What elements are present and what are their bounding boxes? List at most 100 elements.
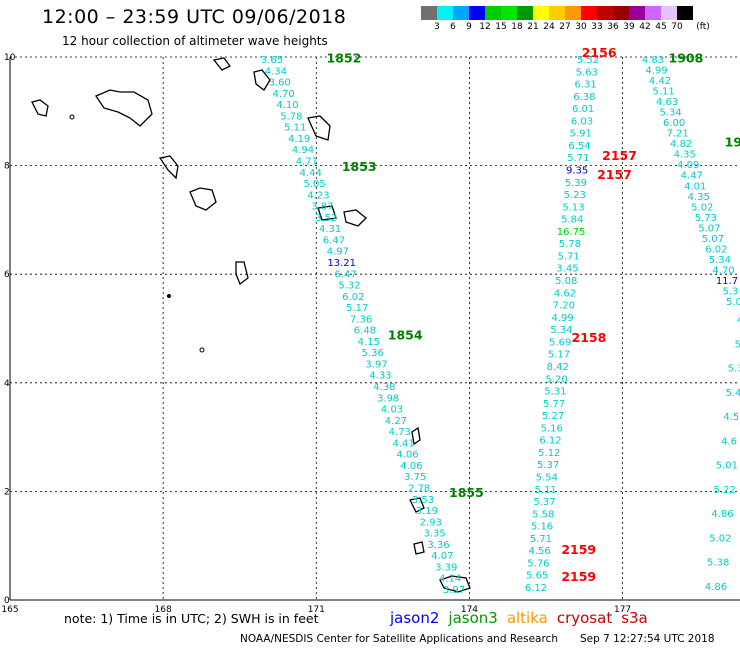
island-outline <box>343 209 367 227</box>
swh-value-track2: 5.16 <box>541 423 563 434</box>
swh-value-track3: 4.35 <box>688 192 710 203</box>
swh-value-track3: 5.34 <box>709 255 731 266</box>
color-cell-0 <box>421 6 437 20</box>
swh-value-track1: 4.73 <box>389 427 411 438</box>
map-title: 12:00 – 23:59 UTC 09/06/2018 <box>42 6 347 28</box>
color-scale-tick: 70 <box>671 22 683 32</box>
swh-value-track1: 4.38 <box>373 382 395 393</box>
swh-value-track1: 6.02 <box>342 292 364 303</box>
color-scale-tick: 27 <box>559 22 571 32</box>
swh-value-track2: 5.91 <box>570 129 592 140</box>
swh-value-track3: 4.42 <box>649 76 671 87</box>
color-cell-13 <box>629 6 645 20</box>
swh-value-track2: 5.39 <box>565 178 587 189</box>
color-scale-tick: 21 <box>527 22 539 32</box>
swh-value-track1: 5.32 <box>338 281 360 292</box>
color-scale-unit: (ft) <box>696 22 710 32</box>
color-cell-14 <box>645 6 661 20</box>
island-outline <box>158 155 179 180</box>
swh-value-track2: 16.75 <box>557 227 586 238</box>
swh-value-track1: 5.17 <box>346 303 368 314</box>
swh-value-track1: 4.41 <box>393 438 415 449</box>
swh-value-track4: 4.6 <box>721 436 737 447</box>
swh-value-track1: 4.94 <box>292 145 314 156</box>
swh-value-track2: 5.12 <box>538 448 560 459</box>
color-scale-tick: 24 <box>543 22 555 32</box>
swh-value-track2: 6.31 <box>574 80 596 91</box>
pass-time-label: 2157 <box>602 148 637 163</box>
map-subtitle: 12 hour collection of altimeter wave hei… <box>62 34 328 48</box>
swh-value-track1: 3.97 <box>443 585 465 596</box>
lat-tick-label: 6 <box>4 270 10 280</box>
swh-value-track1: 4.71 <box>296 156 318 167</box>
swh-value-track1: 3.75 <box>404 472 426 483</box>
swh-value-track2: 6.38 <box>573 92 595 103</box>
legend-jason3: jason3 <box>448 609 498 627</box>
swh-value-track1: 5.11 <box>284 123 306 134</box>
timestamp-text: Sep 7 12:27:54 UTC 2018 <box>580 633 715 645</box>
swh-value-track2: 6.03 <box>571 116 593 127</box>
swh-value-track1: 5.05 <box>303 179 325 190</box>
swh-value-track1: 6.48 <box>354 326 376 337</box>
swh-value-track2: 5.52 <box>577 55 599 66</box>
swh-value-track4: 5.3 <box>728 364 740 375</box>
swh-value-track1: 4.14 <box>439 574 461 585</box>
island-dot <box>167 294 171 298</box>
swh-value-track3: 4.01 <box>684 181 706 192</box>
island-outline <box>317 205 337 221</box>
color-scale-tick: 42 <box>639 22 651 32</box>
pass-time-label: 1908 <box>669 50 704 65</box>
color-cell-4 <box>485 6 501 20</box>
swh-value-track2: 5.34 <box>550 325 572 336</box>
color-cell-8 <box>549 6 565 20</box>
color-scale-tick: 30 <box>575 22 587 32</box>
swh-value-track1: 4.31 <box>319 224 341 235</box>
legend-jason2: jason2 <box>390 609 440 627</box>
swh-value-track4: 5.22 <box>714 485 736 496</box>
swh-value-track1: 13.21 <box>327 258 356 269</box>
swh-value-track3: 5.02 <box>691 202 713 213</box>
swh-value-track2: 5.77 <box>543 399 565 410</box>
swh-value-track1: 4.03 <box>381 405 403 416</box>
swh-value-track1: 3.87 <box>311 202 333 213</box>
island-outline <box>235 261 249 286</box>
swh-value-track3: 5.07 <box>702 234 724 245</box>
color-scale-tick: 36 <box>607 22 619 32</box>
pass-time-label: 2158 <box>572 330 607 345</box>
lat-tick-label: 0 <box>4 596 10 606</box>
pass-time-label: 1854 <box>388 327 423 342</box>
swh-value-track1: 2.78 <box>408 484 430 495</box>
swh-value-track3: 6.02 <box>705 244 727 255</box>
swh-value-track2: 3.45 <box>556 264 578 275</box>
swh-value-track4: 4.86 <box>711 509 733 520</box>
swh-value-track2: 4.99 <box>551 313 573 324</box>
swh-value-track1: 3.39 <box>435 562 457 573</box>
swh-value-track2: 5.76 <box>527 558 549 569</box>
swh-value-track1: 4.44 <box>300 168 322 179</box>
swh-value-track1: 5.36 <box>362 348 384 359</box>
swh-value-track2: 5.58 <box>532 509 554 520</box>
swh-value-track1: 3.98 <box>377 393 399 404</box>
color-cell-15 <box>661 6 677 20</box>
swh-value-track1: 6.47 <box>323 235 345 246</box>
lon-tick-label: 174 <box>461 605 478 615</box>
swh-value-track1: 6.47 <box>334 269 356 280</box>
swh-value-track2: 5.71 <box>530 534 552 545</box>
color-cell-7 <box>533 6 549 20</box>
swh-value-track3: 11.7 <box>716 276 738 287</box>
lon-tick-label: 168 <box>155 605 172 615</box>
swh-value-track2: 5.27 <box>542 411 564 422</box>
swh-value-track2: 6.12 <box>539 436 561 447</box>
island-outline <box>95 89 153 127</box>
swh-value-track2: 5.08 <box>555 276 577 287</box>
swh-value-track2: 5.65 <box>526 571 548 582</box>
swh-value-track1: 4.27 <box>385 416 407 427</box>
swh-value-track1: 4.34 <box>265 66 287 77</box>
swh-value-track4: 4.86 <box>705 582 727 593</box>
swh-value-track3: 5.3 <box>723 286 739 297</box>
swh-value-track3: 5.34 <box>659 108 681 119</box>
swh-value-track2: 5.20 <box>545 374 567 385</box>
swh-value-track1: 3.65 <box>261 55 283 66</box>
lon-tick-label: 171 <box>308 605 325 615</box>
swh-value-track1: 3.52 <box>315 213 337 224</box>
